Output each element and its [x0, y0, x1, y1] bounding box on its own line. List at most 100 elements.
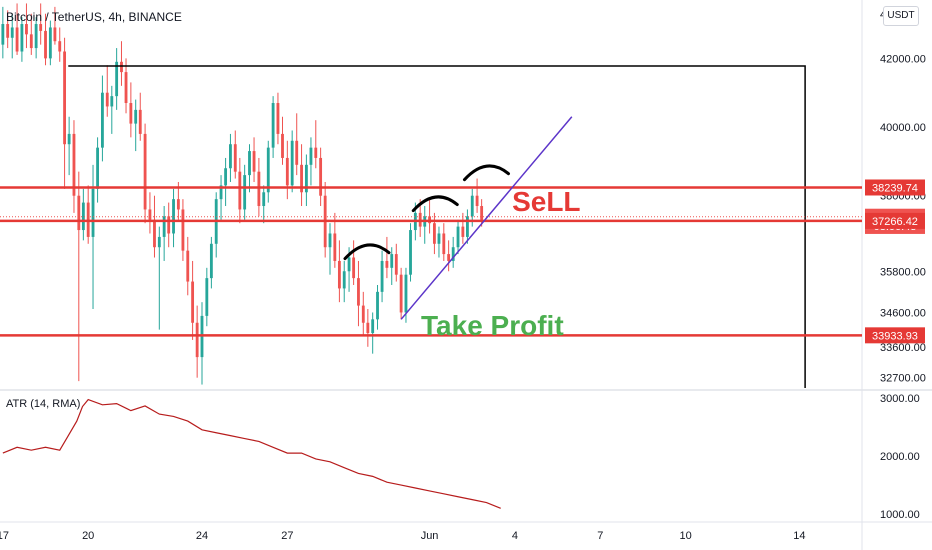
take-profit-tag — [865, 327, 925, 344]
candle-body — [186, 250, 190, 282]
price-axis-label: 40000.00 — [880, 122, 926, 134]
candle-body — [29, 34, 33, 49]
chart-overlays: SeLL Take Profit — [0, 65, 862, 388]
candle-body — [77, 195, 81, 231]
candle-body — [209, 243, 213, 279]
time-axis[interactable]: 17 20 24 27 Jun 4 7 10 14 — [0, 530, 806, 542]
candle-body — [442, 233, 446, 255]
candle-body — [465, 216, 469, 237]
candle-body — [148, 209, 152, 220]
hand-drawn-arc — [411, 195, 459, 213]
time-axis-label: 20 — [82, 530, 94, 542]
hand-drawn-arc — [462, 164, 510, 182]
candle-body — [309, 147, 313, 165]
candle-body — [53, 27, 57, 42]
candle-body — [110, 96, 114, 107]
candle-body — [380, 260, 384, 292]
candle-body — [456, 226, 460, 248]
candle-body — [304, 164, 308, 193]
time-axis-label: 14 — [793, 530, 805, 542]
price-axis-label: 33600.00 — [880, 342, 926, 354]
candle-body — [176, 199, 180, 210]
candle-body — [100, 92, 104, 148]
candle-body — [224, 168, 228, 186]
candle-body — [276, 103, 280, 134]
candle-body — [347, 257, 351, 272]
candle-body — [120, 61, 123, 73]
candle-body — [342, 271, 346, 289]
atr-axis-label: 1000.00 — [880, 509, 920, 521]
candle-body — [399, 274, 403, 313]
take-profit-tag-text: 33933.93 — [872, 330, 918, 342]
candle-body — [385, 260, 389, 268]
candle-body — [219, 185, 223, 200]
candle-body — [181, 209, 185, 251]
candle-body — [81, 202, 85, 231]
candle-body — [44, 30, 47, 59]
candle-body — [281, 133, 284, 158]
candle-body — [285, 157, 289, 186]
candle-body — [394, 254, 398, 275]
currency-button[interactable]: USDT — [883, 6, 919, 26]
candle-body — [153, 219, 156, 248]
price-axis-label: 34600.00 — [880, 307, 926, 319]
atr-axis-label: 3000.00 — [880, 393, 920, 405]
time-axis-label: 24 — [196, 530, 208, 542]
trend-line — [400, 116, 573, 320]
upper-resistance-tag-text: 38239.74 — [872, 182, 918, 194]
candle-body — [333, 233, 337, 261]
candle-body — [124, 72, 128, 104]
price-axis-label: 35800.00 — [880, 266, 926, 278]
upper-resistance-tag — [865, 179, 925, 196]
candle-body — [352, 257, 356, 279]
candle-body — [357, 278, 360, 306]
candle-body — [105, 92, 109, 107]
hand-drawn-arc — [343, 243, 391, 261]
candle-body — [157, 236, 161, 248]
candle-body — [25, 24, 28, 35]
candle-body — [361, 305, 365, 323]
candle-body — [262, 192, 266, 207]
price-axis-label: 42000.00 — [880, 53, 926, 65]
candle-body — [451, 247, 455, 261]
candle-body — [271, 103, 275, 148]
candle-body — [6, 24, 10, 38]
candle-body — [96, 147, 99, 189]
time-axis-label: Jun — [421, 530, 439, 542]
candle-body — [314, 147, 318, 158]
candle-body — [337, 260, 341, 289]
time-axis-label: 4 — [512, 530, 518, 542]
candle-body — [404, 274, 408, 313]
candle-body — [290, 140, 294, 186]
candle-body — [432, 223, 436, 244]
candle-body — [390, 254, 394, 268]
candle-body — [72, 133, 76, 196]
candle-body — [233, 144, 237, 172]
time-axis-label: 10 — [679, 530, 691, 542]
entry-level-tag-text: 37266.42 — [872, 216, 918, 228]
candle-body — [461, 226, 465, 237]
candle-body — [167, 216, 171, 234]
candle-body — [91, 188, 95, 237]
candle-body — [238, 171, 242, 210]
candle-body — [115, 61, 119, 97]
candle-body — [437, 233, 441, 244]
candle-body — [366, 322, 370, 334]
symbol-title: Bitcoin / TetherUS, 4h, BINANCE — [6, 10, 182, 24]
candle-body — [63, 51, 66, 145]
atr-indicator-pane: 3000.00 2000.00 1000.00 — [2, 393, 920, 521]
candle-body — [328, 233, 332, 248]
candle-body — [15, 27, 19, 52]
candle-body — [172, 199, 175, 234]
candle-body — [229, 144, 232, 169]
drawn-range-box — [68, 65, 806, 388]
candle-body — [319, 157, 323, 196]
price-axis[interactable]: 442000.0040000.0038000.0035800.0034600.0… — [865, 9, 926, 385]
sell-annotation: SeLL — [512, 186, 580, 217]
candle-body — [10, 27, 14, 38]
price-axis-label: 32700.00 — [880, 373, 926, 385]
time-axis-label: 17 — [0, 530, 9, 542]
candle-body — [480, 206, 484, 220]
